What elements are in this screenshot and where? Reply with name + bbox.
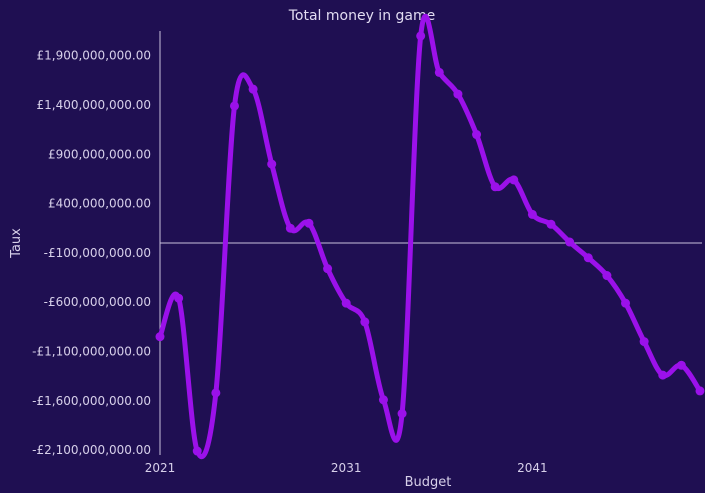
series-points (155, 31, 705, 456)
y-tick-label: -£600,000,000.00 (44, 295, 151, 309)
data-point (453, 89, 463, 99)
data-point (174, 293, 184, 303)
data-point (192, 446, 202, 456)
data-point (341, 298, 351, 308)
data-point (285, 223, 295, 233)
x-tick-label: 2021 (145, 461, 176, 475)
y-tick-label: £1,900,000,000.00 (36, 49, 151, 63)
y-tick-label: -£100,000,000.00 (44, 246, 151, 260)
series-line (157, 13, 703, 460)
data-point (229, 101, 239, 111)
x-axis-title: Budget (405, 475, 452, 490)
data-point (472, 130, 482, 140)
y-tick-label: -£1,600,000,000.00 (32, 394, 151, 408)
data-point (509, 175, 519, 185)
y-axis-title: Taux (9, 228, 24, 259)
data-point (155, 332, 165, 342)
data-point (602, 271, 612, 281)
y-tick-label: £400,000,000.00 (48, 197, 151, 211)
x-tick-label: 2041 (517, 461, 548, 475)
y-tick-label: £900,000,000.00 (48, 147, 151, 161)
data-point (248, 84, 258, 94)
data-point (397, 409, 407, 419)
data-point (434, 67, 444, 77)
data-point (304, 218, 314, 228)
data-point (676, 360, 686, 370)
data-point (583, 253, 593, 263)
data-point (416, 31, 426, 41)
data-point (323, 264, 333, 274)
data-point (211, 388, 221, 398)
y-tick-label: -£1,100,000,000.00 (32, 344, 151, 358)
data-point (621, 298, 631, 308)
y-tick-labels: £1,900,000,000.00 £1,400,000,000.00 £900,0… (32, 49, 151, 457)
x-tick-labels: 2021 2031 2041 (145, 461, 548, 475)
data-point (639, 337, 649, 347)
data-point (546, 219, 556, 229)
data-point (527, 209, 537, 219)
data-point (360, 317, 370, 327)
data-point (267, 159, 277, 169)
chart-title: Total money in game (288, 8, 436, 24)
data-point (490, 182, 500, 192)
data-point (695, 386, 705, 396)
x-tick-label: 2031 (331, 461, 362, 475)
y-tick-label: £1,400,000,000.00 (36, 98, 151, 112)
data-point (378, 395, 388, 405)
data-point (658, 370, 668, 380)
data-point (565, 237, 575, 247)
y-tick-label: -£2,100,000,000.00 (32, 443, 151, 457)
